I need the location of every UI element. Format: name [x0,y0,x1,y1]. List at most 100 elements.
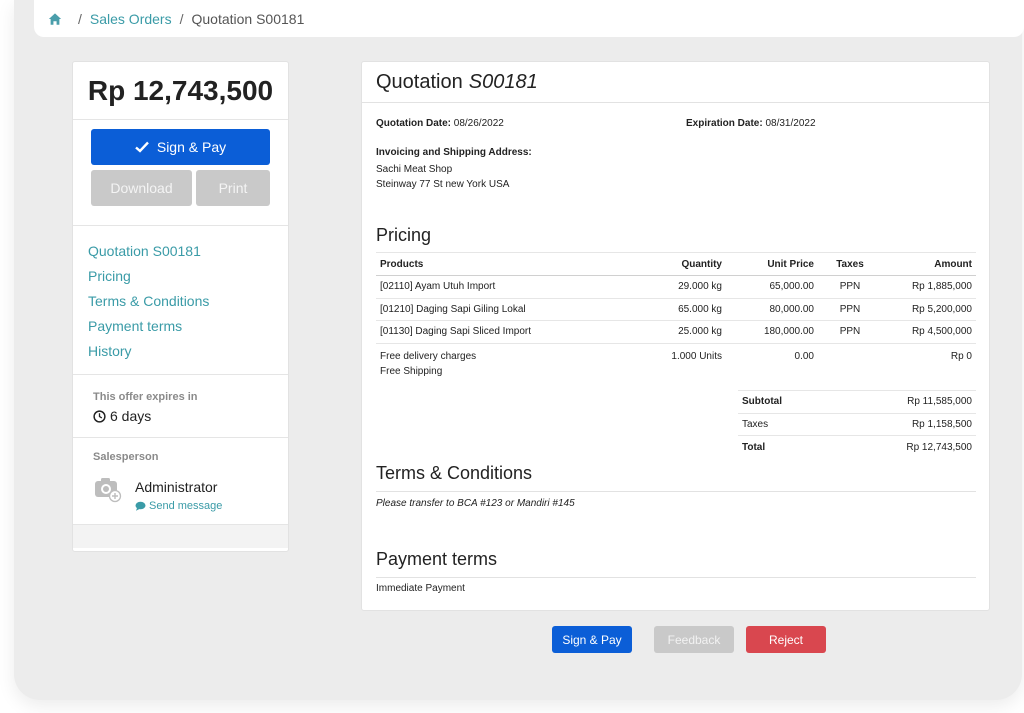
row-quantity: 1.000 Units [671,350,722,362]
divider [376,491,976,492]
row-product: [01210] Daging Sapi Giling Lokal [376,298,631,321]
expiration-date: Expiration Date: 08/31/2022 [686,118,816,129]
address-block: Invoicing and Shipping Address: Sachi Me… [376,145,532,192]
row-amount: Rp 5,200,000 [882,298,976,321]
row-quantity: 25.000 kg [631,320,726,344]
sidebar-item-quotation[interactable]: Quotation S00181 [88,243,201,259]
title-prefix: Quotation [376,70,463,93]
subtotal-label: Subtotal [738,390,832,413]
taxes-value: Rp 1,158,500 [831,412,976,436]
table-row: [01130] Daging Sapi Sliced Import 25.000… [376,320,976,344]
title-number: S00181 [468,70,538,93]
column-amount: Amount [882,252,976,276]
taxes-label: Taxes [738,412,832,436]
row-amount: Rp 1,885,000 [882,275,976,299]
quotation-document: Quotation S00181 Quotation Date: 08/26/2… [361,61,990,611]
comment-icon [135,501,146,511]
column-unit-price: Unit Price [726,252,818,276]
row-tax: PPN [818,320,882,344]
send-message-label: Send message [149,500,223,512]
table-header: Products Quantity Unit Price Taxes Amoun… [376,252,976,276]
terms-text: Please transfer to BCA #123 or Mandiri #… [376,498,575,509]
sidebar-footer [73,525,288,548]
sidebar-nav: Quotation S00181 Pricing Terms & Conditi… [73,226,288,375]
column-products: Products [376,252,631,276]
sidebar: Rp 12,743,500 Sign & Pay Download Print … [72,61,289,552]
expiry-section: This offer expires in 6 days [73,375,288,438]
feedback-button[interactable]: Feedback [654,626,734,653]
table-row-delivery: Free delivery charges Free Shipping 1.00… [376,343,976,379]
row-tax: PPN [818,298,882,321]
download-button[interactable]: Download [91,170,192,206]
breadcrumb-current: Quotation S00181 [191,10,305,27]
table-row: [01210] Daging Sapi Giling Lokal 65.000 … [376,298,976,321]
reject-button[interactable]: Reject [746,626,826,653]
row-quantity: 29.000 kg [631,275,726,299]
avatar [95,478,122,503]
terms-title: Terms & Conditions [376,463,533,483]
total-label: Total [738,435,832,458]
row-unit-price: 80,000.00 [726,298,818,321]
sidebar-item-pricing[interactable]: Pricing [88,268,131,284]
row-quantity: 65.000 kg [631,298,726,321]
payment-terms-title: Payment terms [376,549,498,569]
breadcrumb: / Sales Orders / Quotation S00181 [34,0,1024,37]
sidebar-item-terms[interactable]: Terms & Conditions [88,293,210,309]
breadcrumb-separator: / [179,10,184,27]
row-product: [01130] Daging Sapi Sliced Import [376,320,631,344]
row-unit-price: 0.00 [794,350,814,362]
delivery-line2: Free Shipping [380,365,443,377]
salesperson-section: Salesperson Administrator Send message [73,438,288,525]
quotation-date: Quotation Date: 08/26/2022 [376,118,504,129]
home-icon[interactable] [48,12,62,26]
quotation-date-label: Quotation Date: [376,118,451,129]
row-amount: Rp 0 [950,350,972,362]
row-unit-price: 65,000.00 [726,275,818,299]
sidebar-item-history[interactable]: History [88,343,132,359]
address-line2: Steinway 77 St new York USA [376,179,510,190]
row-amount: Rp 4,500,000 [882,320,976,344]
expiry-label: This offer expires in [93,391,198,403]
sign-pay-label: Sign & Pay [156,139,227,155]
row-unit-price: 180,000.00 [726,320,818,344]
pricing-title: Pricing [376,225,432,245]
sign-pay-button[interactable]: Sign & Pay [91,129,270,165]
address-label: Invoicing and Shipping Address: [376,147,532,158]
row-tax [818,343,882,379]
sidebar-item-payment-terms[interactable]: Payment terms [88,318,183,334]
column-taxes: Taxes [818,252,882,276]
expiration-date-value: 08/31/2022 [765,118,816,129]
row-product: [02110] Ayam Utuh Import [376,275,631,299]
delivery-line1: Free delivery charges [380,350,477,362]
breadcrumb-sales-orders[interactable]: Sales Orders [89,10,172,27]
subtotal-row: Subtotal Rp 11,585,000 [738,390,976,413]
quotation-date-value: 08/26/2022 [453,118,504,129]
row-tax: PPN [818,275,882,299]
print-button[interactable]: Print [196,170,270,206]
subtotal-value: Rp 11,585,000 [831,390,976,413]
address-line1: Sachi Meat Shop [376,164,453,175]
sidebar-actions: Sign & Pay Download Print [73,120,288,226]
expiration-date-label: Expiration Date: [686,118,763,129]
page-title: Quotation S00181 [362,62,989,103]
sign-pay-bottom-button[interactable]: Sign & Pay [552,626,632,653]
column-quantity: Quantity [631,252,726,276]
expiry-days: 6 days [110,408,152,424]
totals-table: Subtotal Rp 11,585,000 Taxes Rp 1,158,50… [738,390,976,458]
divider [376,577,976,578]
payment-terms-text: Immediate Payment [376,583,465,594]
clock-icon [93,409,106,423]
pricing-table: Products Quantity Unit Price Taxes Amoun… [376,252,976,379]
salesperson-label: Salesperson [93,451,159,463]
total-amount: Rp 12,743,500 [73,62,288,120]
table-row: [02110] Ayam Utuh Import 29.000 kg 65,00… [376,275,976,299]
send-message-link[interactable]: Send message [135,500,222,512]
taxes-row: Taxes Rp 1,158,500 [738,412,976,436]
breadcrumb-separator: / [78,10,82,27]
total-value: Rp 12,743,500 [831,435,976,458]
row-product: Free delivery charges Free Shipping [376,343,631,379]
total-row: Total Rp 12,743,500 [738,435,976,458]
check-icon [135,141,149,153]
expiry-value: 6 days [93,408,268,424]
salesperson-name: Administrator [135,479,218,495]
